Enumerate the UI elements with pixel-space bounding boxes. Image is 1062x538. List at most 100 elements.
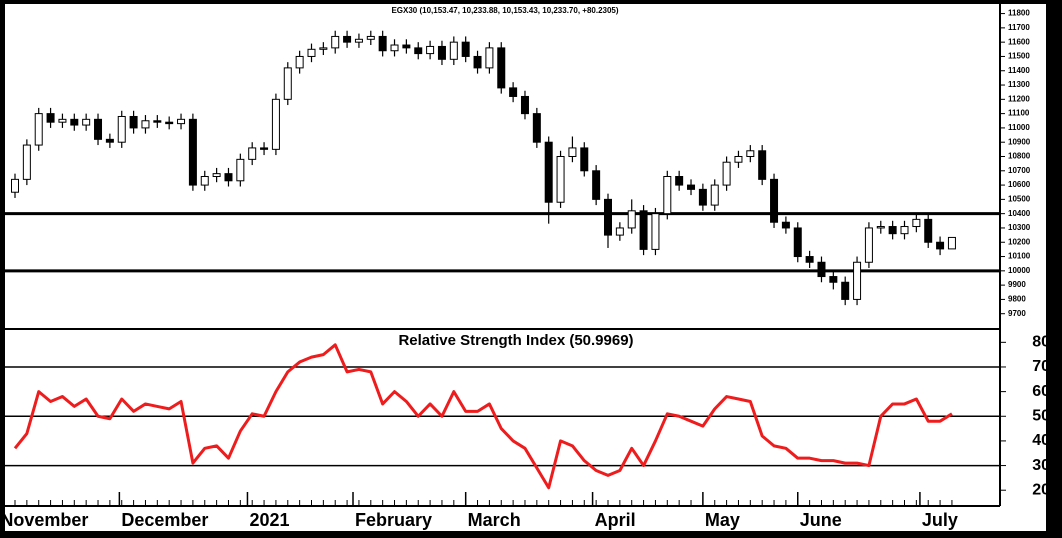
candle-body	[509, 87, 518, 97]
candle-body	[568, 147, 577, 157]
candle-body	[82, 118, 91, 126]
candle-body	[888, 226, 897, 235]
candle-body	[829, 276, 838, 283]
candle-body	[34, 113, 43, 146]
candle-body	[497, 47, 506, 89]
candle-body	[947, 236, 956, 250]
candle-body	[188, 118, 197, 186]
candle-body	[165, 121, 174, 125]
y-tick-label: 40	[1032, 432, 1050, 449]
candle-body	[936, 241, 945, 250]
x-tick-label: December	[121, 510, 208, 530]
y-tick-label: 11700	[1008, 23, 1030, 32]
candle-body	[153, 120, 162, 123]
y-tick-label: 10500	[1008, 194, 1031, 203]
candle-body	[532, 113, 541, 143]
x-tick-label: July	[922, 510, 958, 530]
y-tick-label: 20	[1032, 481, 1050, 498]
candle-body	[295, 55, 304, 69]
y-tick-label: 9900	[1008, 280, 1026, 289]
candle-body	[912, 218, 921, 228]
candle-body	[734, 155, 743, 163]
candle-body	[343, 35, 352, 43]
candle-body	[805, 256, 814, 263]
candle-body	[200, 176, 209, 186]
candle-body	[544, 141, 553, 203]
x-tick-label: 2021	[249, 510, 289, 530]
y-tick-label: 10600	[1008, 180, 1031, 189]
candle-body	[853, 261, 862, 300]
candle-body	[11, 178, 19, 193]
y-tick-label: 10200	[1008, 237, 1031, 246]
candle-body	[841, 281, 850, 300]
candle-body	[402, 44, 411, 49]
candle-body	[520, 95, 529, 115]
candle-body	[651, 213, 660, 250]
candle-body	[319, 47, 328, 50]
candle-body	[129, 115, 138, 129]
chart-title: EGX30 (10,153.47, 10,233.88, 10,153.43, …	[391, 6, 618, 15]
candle-body	[177, 118, 186, 125]
candle-body	[864, 227, 873, 263]
x-tick-label: May	[705, 510, 740, 530]
y-tick-label: 11500	[1008, 52, 1030, 61]
candle-body	[485, 47, 494, 69]
y-tick-label: 70	[1032, 358, 1050, 375]
candle-body	[449, 41, 458, 60]
candle-body	[793, 227, 802, 258]
candle-body	[307, 48, 316, 57]
candle-body	[426, 45, 435, 55]
y-tick-label: 9800	[1008, 295, 1026, 304]
candle-body	[770, 178, 779, 223]
candle-body	[260, 147, 269, 150]
y-tick-label: 60	[1032, 383, 1050, 400]
candle-body	[283, 67, 292, 100]
candle-body	[817, 261, 826, 278]
candle-body	[354, 38, 363, 43]
y-tick-label: 10700	[1008, 166, 1031, 175]
candle-body	[390, 44, 399, 52]
candle-body	[461, 41, 470, 57]
y-tick-label: 11000	[1008, 123, 1030, 132]
candle-body	[876, 226, 885, 229]
candle-body	[105, 138, 114, 143]
candle-body	[663, 176, 672, 215]
candle-body	[710, 184, 719, 206]
candle-body	[687, 184, 696, 190]
candle-body	[224, 173, 233, 182]
candle-body	[604, 198, 612, 236]
y-tick-label: 11600	[1008, 37, 1030, 46]
rsi-line	[13, 343, 953, 490]
candle-body	[627, 210, 636, 229]
candle-body	[580, 147, 589, 172]
candle-body	[924, 218, 933, 243]
candle-body	[212, 173, 221, 178]
candle-body	[22, 144, 31, 180]
candle-body	[331, 35, 340, 49]
candle-body	[378, 35, 387, 52]
candle-body	[675, 176, 684, 186]
candle-body	[556, 155, 565, 203]
candle-body	[94, 118, 103, 140]
candle-body	[46, 113, 55, 123]
candle-body	[117, 115, 126, 143]
y-tick-label: 10000	[1008, 266, 1031, 275]
candle-body	[366, 35, 375, 40]
y-tick-label: 30	[1032, 457, 1050, 474]
candle-body	[437, 45, 446, 60]
candle-body	[248, 147, 257, 160]
candle-body	[592, 170, 601, 200]
x-tick-label: June	[800, 510, 842, 530]
y-tick-label: 10400	[1008, 209, 1031, 218]
candle-body	[900, 226, 909, 235]
candle-body	[639, 210, 648, 250]
candle-body	[473, 55, 482, 69]
y-tick-label: 80	[1032, 334, 1050, 351]
candle-body	[271, 98, 280, 150]
candle-body	[615, 227, 624, 236]
x-tick-label: March	[468, 510, 521, 530]
y-tick-label: 11800	[1008, 9, 1030, 18]
y-tick-label: 10800	[1008, 152, 1031, 161]
candle-body	[141, 120, 150, 129]
